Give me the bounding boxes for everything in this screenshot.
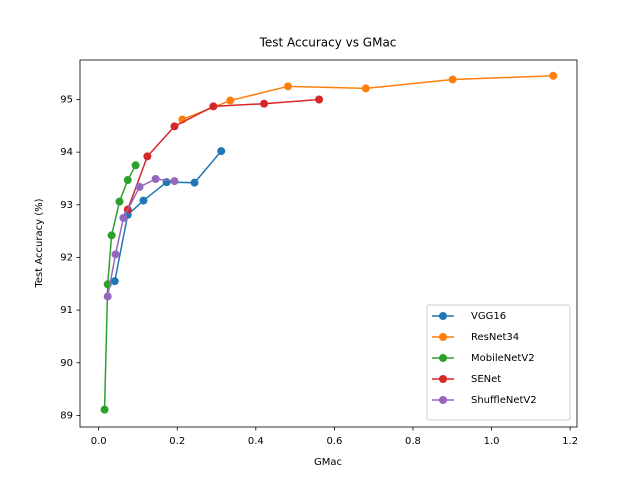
data-point	[123, 176, 132, 185]
plot-frame	[79, 59, 578, 428]
data-point	[284, 82, 293, 91]
data-point	[190, 178, 199, 187]
data-point	[260, 99, 269, 108]
legend-marker	[439, 312, 447, 320]
data-point	[315, 95, 324, 104]
data-point	[107, 231, 116, 240]
x-tick-label: 1.2	[562, 436, 578, 447]
data-point	[170, 122, 179, 131]
y-tick-label: 93	[60, 200, 73, 211]
data-point	[139, 196, 148, 205]
series-line	[114, 150, 222, 282]
data-point	[110, 277, 119, 286]
data-point	[170, 177, 179, 186]
series-line	[182, 75, 554, 121]
data-point	[100, 405, 109, 414]
x-tick-label: 0.4	[248, 436, 264, 447]
legend-box	[426, 304, 571, 421]
legend-marker	[439, 333, 447, 341]
data-point	[111, 250, 120, 259]
y-tick-label: 92	[60, 252, 73, 263]
data-point	[209, 102, 218, 111]
y-tick-label: 90	[60, 358, 73, 369]
data-point	[448, 75, 457, 84]
series-line	[127, 98, 320, 210]
x-tick-label: 1.0	[484, 436, 500, 447]
x-tick-label: 0.2	[169, 436, 185, 447]
x-axis-label: GMac	[314, 457, 342, 468]
legend-label: ResNet34	[471, 332, 519, 343]
data-point	[217, 147, 226, 156]
data-point	[549, 71, 558, 80]
x-tick-label: 0.6	[326, 436, 342, 447]
data-point	[115, 197, 124, 206]
legend-label: SENet	[471, 374, 501, 385]
legend-marker	[439, 375, 447, 383]
chart-title: Test Accuracy vs GMac	[259, 36, 397, 50]
data-point	[226, 96, 235, 105]
data-point	[119, 213, 128, 222]
legend-marker	[439, 354, 447, 362]
x-tick-label: 0.8	[405, 436, 421, 447]
legend-label: VGG16	[471, 311, 506, 322]
data-point	[151, 174, 160, 183]
y-tick-label: 91	[60, 305, 73, 316]
data-point	[361, 84, 370, 93]
data-point	[103, 292, 112, 301]
data-point	[143, 152, 152, 161]
legend-label: ShuffleNetV2	[471, 395, 537, 406]
y-tick-label: 89	[60, 410, 73, 421]
legend-marker	[439, 396, 447, 404]
data-point	[135, 182, 144, 191]
y-tick-label: 94	[60, 147, 73, 158]
x-tick-label: 0.0	[91, 436, 107, 447]
y-tick-label: 95	[60, 94, 73, 105]
data-point	[131, 161, 140, 170]
y-axis-label: Test Accuracy (%)	[34, 198, 45, 288]
legend-label: MobileNetV2	[471, 353, 535, 364]
